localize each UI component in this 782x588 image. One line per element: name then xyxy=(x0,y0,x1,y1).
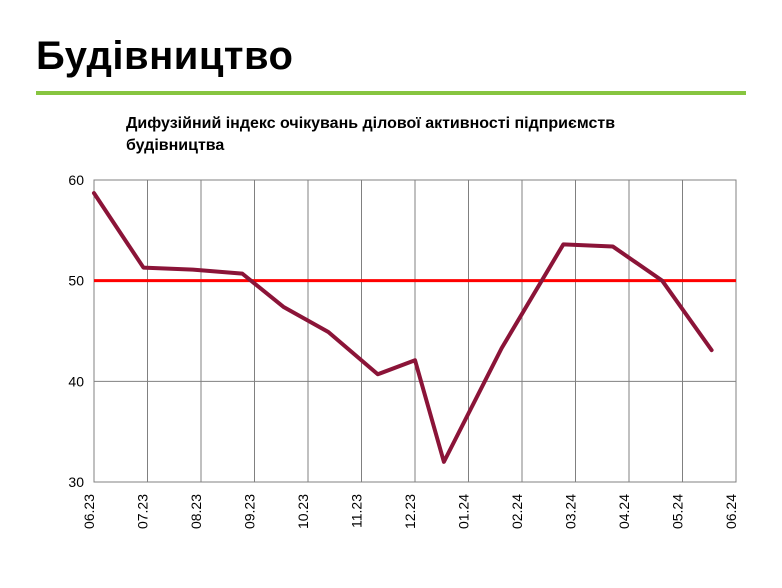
title-rule xyxy=(36,91,746,95)
x-tick-label: 08.23 xyxy=(188,494,204,529)
y-tick-label: 50 xyxy=(68,273,84,289)
x-tick-label: 04.24 xyxy=(616,494,632,529)
chart-container: 30 40 50 60 06.23 07.23 08.23 09.23 10.23 11.23 12… xyxy=(36,174,742,564)
x-tick-label: 01.24 xyxy=(456,494,472,529)
chart-subtitle: Дифузійний індекс очікувань ділової акти… xyxy=(126,113,646,156)
y-tick-label: 40 xyxy=(68,374,84,390)
x-tick-label: 12.23 xyxy=(402,494,418,529)
page: Будівництво Дифузійний індекс очікувань … xyxy=(0,0,782,588)
x-tick-label: 06.23 xyxy=(81,494,97,529)
x-tick-label: 02.24 xyxy=(509,494,525,529)
x-tick-label: 05.24 xyxy=(670,494,686,529)
x-tick-label: 06.24 xyxy=(723,494,739,529)
x-tick-label: 11.23 xyxy=(349,494,365,528)
y-tick-label: 60 xyxy=(68,174,84,188)
page-title: Будівництво xyxy=(36,34,746,79)
x-tick-label: 09.23 xyxy=(242,494,258,529)
x-tick-label: 10.23 xyxy=(295,494,311,529)
x-tick-label: 03.24 xyxy=(563,494,579,529)
line-chart: 30 40 50 60 06.23 07.23 08.23 09.23 10.23 11.23 12… xyxy=(36,174,742,564)
y-tick-label: 30 xyxy=(68,474,84,490)
x-tick-label: 07.23 xyxy=(135,494,151,529)
